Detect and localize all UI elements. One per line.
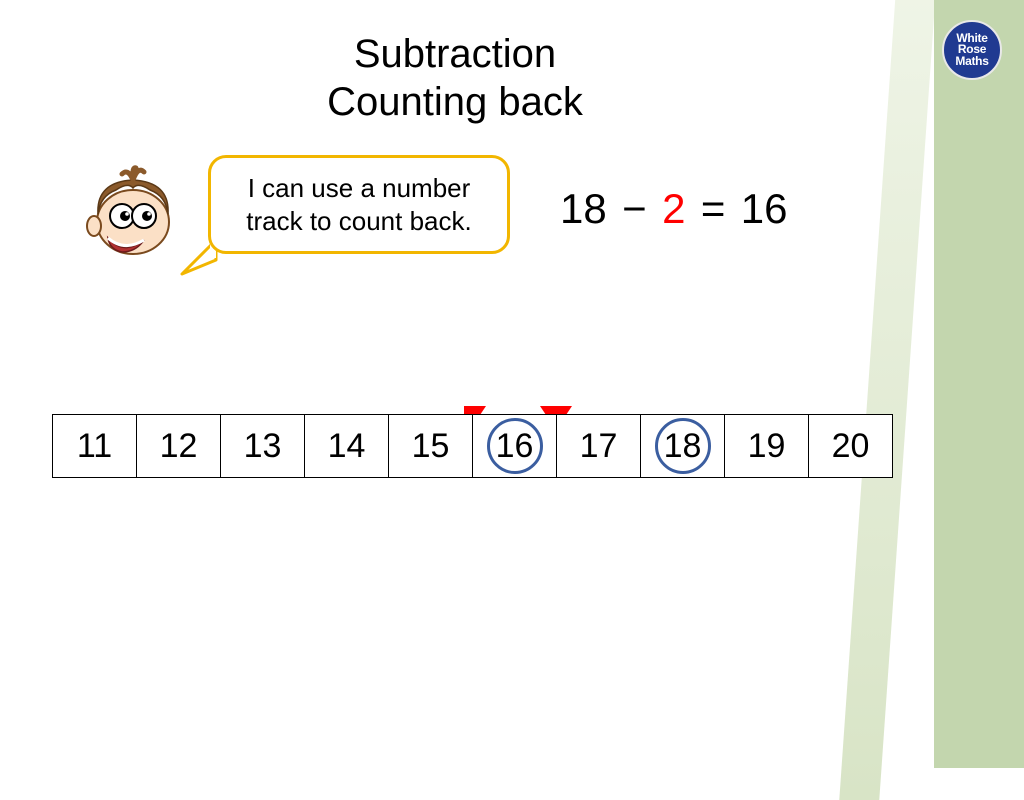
track-cell: 15 bbox=[389, 414, 473, 478]
track-cell: 12 bbox=[137, 414, 221, 478]
logo-line3: Maths bbox=[955, 56, 988, 67]
minus-sign: − bbox=[618, 185, 650, 233]
equals-sign: = bbox=[697, 185, 729, 233]
track-cell: 18 bbox=[641, 414, 725, 478]
equation-minuend: 18 bbox=[560, 185, 607, 232]
track-cell: 17 bbox=[557, 414, 641, 478]
page-title: Subtraction Counting back bbox=[0, 30, 910, 126]
character-icon bbox=[78, 160, 188, 275]
track-cell: 20 bbox=[809, 414, 893, 478]
circled-number bbox=[487, 418, 543, 474]
track-cell: 11 bbox=[52, 414, 137, 478]
number-track: 11121314151617181920 bbox=[52, 414, 893, 478]
speech-bubble: I can use a number track to count back. bbox=[208, 155, 510, 254]
track-cell: 16 bbox=[473, 414, 557, 478]
circled-number bbox=[655, 418, 711, 474]
track-cell: 19 bbox=[725, 414, 809, 478]
title-line2: Counting back bbox=[0, 78, 910, 126]
equation-subtrahend: 2 bbox=[662, 185, 685, 232]
brand-logo: White Rose Maths bbox=[942, 20, 1002, 80]
equation: 18 − 2 = 16 bbox=[560, 185, 787, 233]
title-line1: Subtraction bbox=[0, 30, 910, 78]
count-back-arcs bbox=[464, 350, 684, 420]
bubble-text: I can use a number track to count back. bbox=[246, 173, 471, 236]
right-strip bbox=[934, 0, 1024, 768]
track-cell: 13 bbox=[221, 414, 305, 478]
track-cell: 14 bbox=[305, 414, 389, 478]
equation-result: 16 bbox=[741, 185, 788, 232]
